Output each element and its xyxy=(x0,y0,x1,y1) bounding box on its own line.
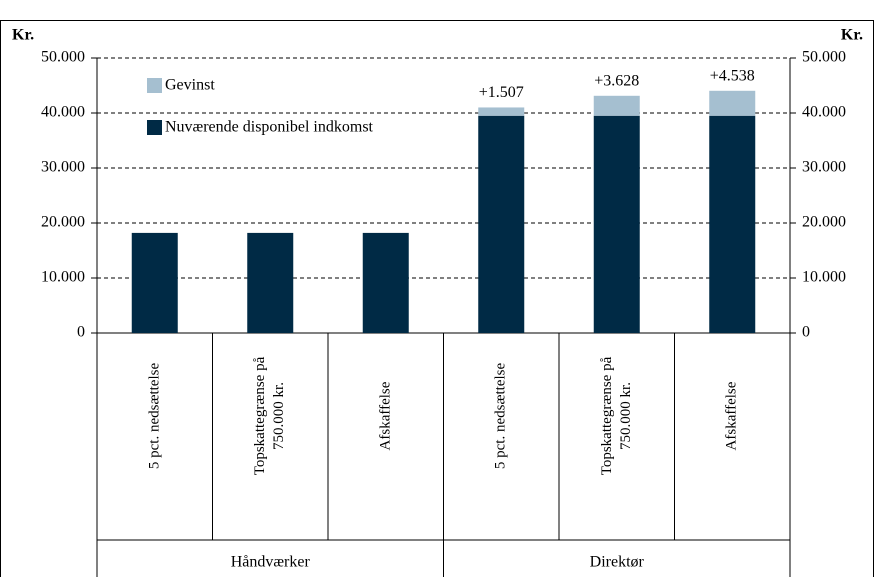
y2-tick-label: 30.000 xyxy=(802,159,846,176)
y2-tick-label: 20.000 xyxy=(802,214,846,231)
bar-segment xyxy=(131,232,178,333)
value-label: +4.538 xyxy=(710,67,755,84)
y-tick-label: 0 xyxy=(77,324,85,341)
x-tick-label: 5 pct. nedsættelse xyxy=(146,362,163,470)
bar-segment xyxy=(247,232,294,333)
y2-axis-label: Kr. xyxy=(841,27,863,44)
x-tick-label: Topskattegrænse på 750.000 kr. xyxy=(252,356,288,476)
bar-segment xyxy=(478,107,525,116)
bar-segment xyxy=(362,232,409,333)
y-tick-label: 30.000 xyxy=(41,159,85,176)
bar-segment xyxy=(593,95,640,116)
x-tick-label: Afskaffelse xyxy=(377,381,394,451)
group-label: Håndværker xyxy=(231,554,311,571)
x-tick-label: Topskattegrænse på 750.000 kr. xyxy=(598,356,634,476)
value-label: +1.507 xyxy=(479,84,524,101)
bar-segment xyxy=(593,115,640,333)
legend-label: Nuværende disponibel indkomst xyxy=(165,119,374,136)
legend-swatch xyxy=(147,120,162,135)
y-axis-label: Kr. xyxy=(12,27,34,44)
bar-segment xyxy=(478,115,525,333)
value-label: +3.628 xyxy=(594,72,639,89)
y2-tick-label: 40.000 xyxy=(802,104,846,121)
y-tick-label: 10.000 xyxy=(41,269,85,286)
y-tick-label: 40.000 xyxy=(41,104,85,121)
legend-label: Gevinst xyxy=(165,77,215,94)
legend-swatch xyxy=(147,78,162,93)
y2-tick-label: 50.000 xyxy=(802,49,846,66)
x-tick-label: Afskaffelse xyxy=(723,381,740,451)
y-tick-label: 20.000 xyxy=(41,214,85,231)
bar-segment xyxy=(709,90,756,116)
y2-tick-label: 10.000 xyxy=(802,269,846,286)
bar-segment xyxy=(709,115,756,333)
y-tick-label: 50.000 xyxy=(41,49,85,66)
group-label: Direktør xyxy=(590,554,645,571)
y2-tick-label: 0 xyxy=(802,324,810,341)
frame xyxy=(0,20,874,577)
x-tick-label: 5 pct. nedsættelse xyxy=(492,362,509,470)
